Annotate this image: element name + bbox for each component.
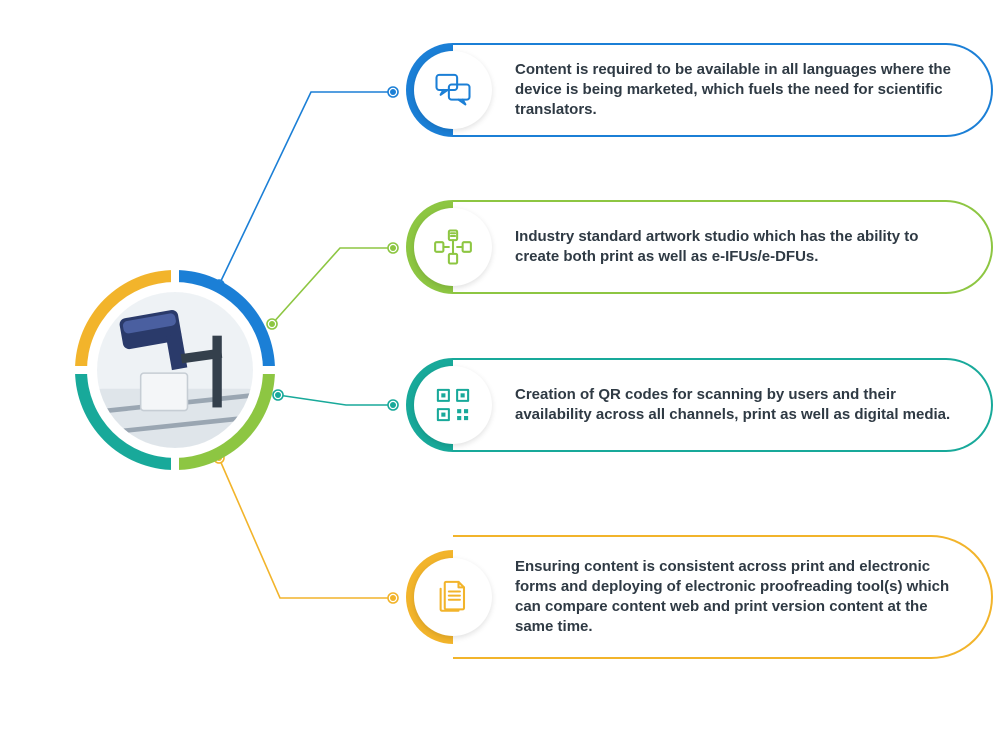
connector-translate (214, 87, 398, 290)
callout-card-qr: Creation of QR codes for scanning by use… (406, 358, 993, 452)
card-icon-cap (406, 550, 500, 644)
central-hub (75, 270, 275, 470)
card-text: Creation of QR codes for scanning by use… (453, 358, 993, 452)
card-icon-cap (406, 43, 500, 137)
card-icon-cap (406, 200, 500, 294)
device-photo-icon (97, 292, 253, 448)
card-text: Industry standard artwork studio which h… (453, 200, 993, 294)
connector-consistency (214, 453, 398, 603)
connector-qr (273, 390, 398, 410)
infographic-canvas: Content is required to be available in a… (0, 0, 1003, 755)
callout-card-translate: Content is required to be available in a… (406, 43, 993, 137)
connector-artwork (267, 243, 398, 329)
layout-nodes-icon (414, 208, 492, 286)
hub-photo (97, 292, 253, 448)
callout-card-artwork: Industry standard artwork studio which h… (406, 200, 993, 294)
card-text: Content is required to be available in a… (453, 43, 993, 137)
qr-code-icon (414, 366, 492, 444)
card-icon-cap (406, 358, 500, 452)
chat-bubbles-icon (414, 51, 492, 129)
card-text: Ensuring content is consistent across pr… (453, 535, 993, 659)
callout-card-consistency: Ensuring content is consistent across pr… (406, 535, 993, 659)
document-compare-icon (414, 558, 492, 636)
